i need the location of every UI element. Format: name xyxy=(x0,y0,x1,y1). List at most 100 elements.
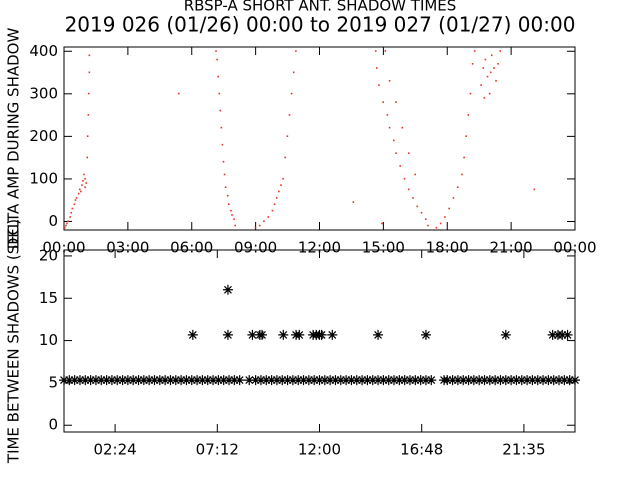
data-point xyxy=(479,375,490,386)
data-point xyxy=(77,192,80,195)
data-point xyxy=(224,186,227,189)
y-tick-label: 20 xyxy=(39,246,58,264)
data-point xyxy=(407,152,410,154)
data-point xyxy=(261,375,272,386)
data-point xyxy=(458,375,469,386)
plot-frame xyxy=(63,46,576,231)
data-point xyxy=(275,197,278,199)
data-point xyxy=(325,375,336,386)
data-point xyxy=(65,224,67,227)
data-point xyxy=(218,375,229,386)
data-point xyxy=(88,71,91,74)
x-tick-label: 07:12 xyxy=(196,441,239,459)
data-point xyxy=(133,375,144,386)
data-point xyxy=(474,375,485,386)
data-point xyxy=(467,114,470,116)
data-point xyxy=(220,126,223,129)
data-point xyxy=(250,375,261,386)
data-point xyxy=(96,375,107,386)
data-point xyxy=(401,126,404,129)
y-tick-label: 100 xyxy=(29,169,58,187)
x-tick-label: 02:24 xyxy=(93,441,136,459)
data-point xyxy=(399,375,410,386)
data-point xyxy=(483,97,486,99)
data-point xyxy=(87,92,90,95)
data-point xyxy=(452,197,455,199)
data-point xyxy=(85,375,96,386)
data-point xyxy=(335,375,346,386)
data-point xyxy=(352,201,355,203)
data-point xyxy=(86,135,89,137)
data-point xyxy=(564,375,575,386)
x-tick-label: 15:00 xyxy=(362,239,405,257)
data-point xyxy=(488,92,491,95)
data-point xyxy=(288,114,291,116)
data-point xyxy=(547,329,558,340)
data-point xyxy=(388,80,391,82)
data-point xyxy=(181,375,192,386)
data-point xyxy=(106,375,117,386)
x-tick-label: 12:00 xyxy=(298,239,341,257)
data-point xyxy=(522,375,533,386)
data-point xyxy=(330,375,341,386)
data-point xyxy=(222,329,233,340)
data-point xyxy=(216,58,218,61)
data-point xyxy=(412,197,414,199)
data-point xyxy=(374,50,377,52)
data-point xyxy=(271,375,282,386)
data-point xyxy=(84,186,86,189)
data-point xyxy=(461,173,463,176)
data-point xyxy=(506,375,517,386)
data-point xyxy=(177,92,180,95)
data-point xyxy=(314,375,325,386)
data-point xyxy=(490,375,501,386)
data-point xyxy=(170,375,181,386)
y-tick-label: 300 xyxy=(29,84,58,102)
data-point xyxy=(80,375,91,386)
data-point xyxy=(469,92,472,95)
data-point xyxy=(420,375,431,386)
data-point xyxy=(294,329,305,340)
data-point xyxy=(463,375,474,386)
data-point xyxy=(64,375,75,386)
y-tick-label: 5 xyxy=(48,373,58,391)
data-point xyxy=(257,329,268,340)
data-point xyxy=(81,184,83,186)
data-point xyxy=(117,375,128,386)
data-point xyxy=(208,375,219,386)
data-point xyxy=(247,329,258,340)
data-point xyxy=(490,54,493,57)
data-point xyxy=(407,188,410,191)
x-tick-label: 03:00 xyxy=(106,239,149,257)
data-point xyxy=(482,67,485,69)
data-point xyxy=(67,220,69,223)
chart-title: RBSP-A SHORT ANT. SHADOW TIMES xyxy=(184,0,457,15)
data-point xyxy=(500,329,511,340)
data-point xyxy=(66,222,68,225)
data-point xyxy=(254,226,257,229)
data-point xyxy=(367,375,378,386)
data-point xyxy=(383,375,394,386)
data-point xyxy=(562,329,573,340)
data-point xyxy=(59,375,69,386)
x-tick-label: 18:00 xyxy=(426,239,469,257)
data-point xyxy=(229,375,240,386)
data-point xyxy=(499,50,502,52)
data-point xyxy=(218,92,221,95)
data-point xyxy=(222,284,233,295)
data-point xyxy=(495,80,497,82)
y-tick-label: 15 xyxy=(39,289,58,307)
data-point xyxy=(480,84,482,86)
data-point xyxy=(278,190,280,193)
data-point xyxy=(192,375,203,386)
data-point xyxy=(378,84,380,86)
x-tick-label: 21:35 xyxy=(502,441,545,459)
x-tick-label: 06:00 xyxy=(170,239,213,257)
data-point xyxy=(69,216,71,218)
data-point xyxy=(471,63,474,65)
y-tick-label: 0 xyxy=(48,212,58,230)
y-axis-label: DELTA AMP DURING SHADOW xyxy=(5,28,23,250)
x-tick-label: 00:00 xyxy=(553,239,596,257)
data-point xyxy=(138,375,149,386)
data-point xyxy=(399,165,402,167)
